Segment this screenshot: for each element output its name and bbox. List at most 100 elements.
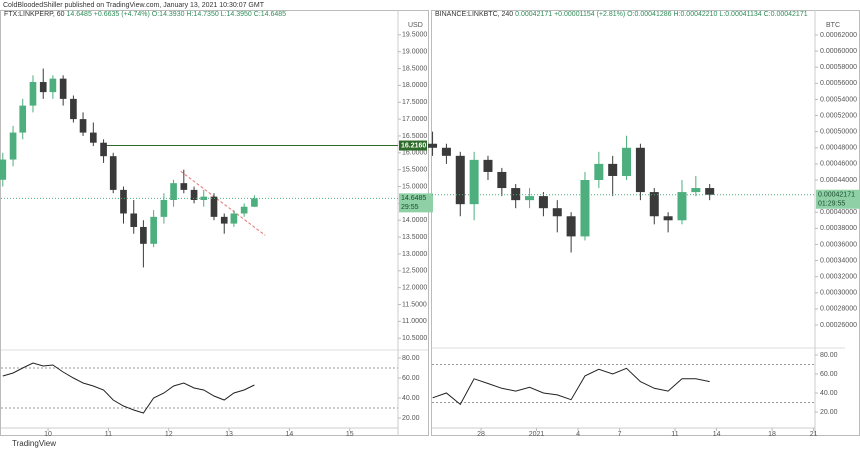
y-tick-label: 17.5000 [402,99,427,106]
ticker-info: BINANCE:LINKBTC, 240 0.00042171 +0.00001… [435,11,808,18]
info-change: +0.00001154 (+2.81%) [554,11,625,18]
y-tick-label: 0.00060000 [820,48,857,55]
candle-body [677,192,687,221]
y-tick-label: 0.00026000 [820,322,857,329]
candle-body [441,147,451,156]
y-tick-label: 16.0000 [402,150,427,157]
y-tick-label: 0.00034000 [820,257,857,264]
candle-body [635,147,645,193]
y-tick-label: 0.00050000 [820,129,857,136]
y-tick-label: 12.5000 [402,268,427,275]
y-tick-label: 15.0000 [402,183,427,190]
candle-body [469,159,479,205]
y-tick-label: 19.5000 [402,32,427,39]
rsi-tick-label: 60.00 [402,375,420,382]
candle-body [150,216,157,244]
x-tick-label: 4 [576,431,580,438]
x-tick-label: 18 [768,431,776,438]
y-tick-label: 19.0000 [402,49,427,56]
y-tick-label: 0.00052000 [820,112,857,119]
rsi-tick-label: 40.00 [402,395,420,402]
x-tick-label: 21 [810,431,818,438]
y-tick-label: 12.0000 [402,284,427,291]
y-tick-label: 16.5000 [402,133,427,140]
y-tick-label: 0.00048000 [820,145,857,152]
rsi-line [2,362,255,414]
candle-body [552,208,562,217]
candle-body [483,159,493,172]
y-tick-label: 0.00058000 [820,64,857,71]
candle-body [210,196,218,217]
y-tick-label: 14.0000 [402,217,427,224]
candle-body [79,119,87,133]
y-tick-label: 18.5000 [402,65,427,72]
x-tick-label: 28 [477,431,485,438]
countdown-label: 01:29:55 [818,201,845,208]
candle-body [230,213,238,224]
candle-body [691,188,701,193]
candle-body [120,189,127,214]
candle-body [39,82,47,93]
info-last: 0.00042171 [515,11,552,18]
candle-body [497,171,507,189]
y-tick-label: 0.00044000 [820,177,857,184]
candle-body [580,180,590,237]
x-tick-label: 15 [346,431,354,438]
candle-body [180,183,188,190]
y-tick-label: 10.5000 [402,335,427,342]
candle-body [130,213,138,227]
rsi-tick-label: 80.00 [402,355,420,362]
brand: TradingView [12,439,56,448]
candle-body [608,163,618,176]
x-tick-label: 11 [671,431,678,438]
candle-body [100,142,107,157]
candle-body [428,143,438,148]
candle-body [538,196,548,209]
candle-body [220,216,228,224]
rsi-tick-label: 60.00 [820,371,838,378]
x-tick-label: 11 [105,431,112,438]
currency-label: BTC [826,22,840,29]
y-tick-label: 0.00032000 [820,274,857,281]
candle-body [663,216,673,221]
hline-label-box [399,140,427,151]
candle-body [594,163,604,180]
y-tick-label: 0.00046000 [820,161,857,168]
candle-body [9,132,17,160]
y-tick-label: 0.00030000 [820,290,857,297]
publish-header: ColdBloodedShiller published on TradingV… [3,2,265,9]
hline-label: 16.2160 [401,142,426,149]
x-tick-label: 2021 [529,431,545,438]
candle-body [251,198,258,207]
candle-body [49,78,57,93]
last-price-label: 14.6485 [401,195,426,202]
x-tick-label: 10 [44,431,52,438]
candle-body [705,188,715,195]
x-tick-label: 12 [165,431,173,438]
y-tick-label: 0.00056000 [820,80,857,87]
y-tick-label: 0.00040000 [820,209,857,216]
last-price-box [399,193,433,213]
y-tick-label: 11.0000 [402,318,427,325]
x-tick-label: 14 [713,431,721,438]
info-last: 14.6485 [67,11,92,18]
y-tick-label: 0.00038000 [820,225,857,232]
candle-body [190,189,198,200]
y-tick-label: 0.00054000 [820,96,857,103]
candle-body [170,183,177,200]
y-tick-label: 15.5000 [402,167,427,174]
candle-body [455,155,465,205]
left-pane-frame [0,10,429,436]
candle-body [649,192,659,217]
candle-body [59,78,67,99]
y-tick-label: 11.5000 [402,301,427,308]
y-tick-label: 0.00036000 [820,241,857,248]
ticker-info: FTX:LINKPERP, 60 14.6485 +0.6635 (+4.74%… [4,11,286,18]
candle-body [240,206,248,214]
trendline [180,170,266,236]
y-tick-label: 13.5000 [402,234,427,241]
countdown-label: 29:55 [401,204,419,211]
candle-body [566,216,576,237]
x-tick-label: 13 [225,431,233,438]
